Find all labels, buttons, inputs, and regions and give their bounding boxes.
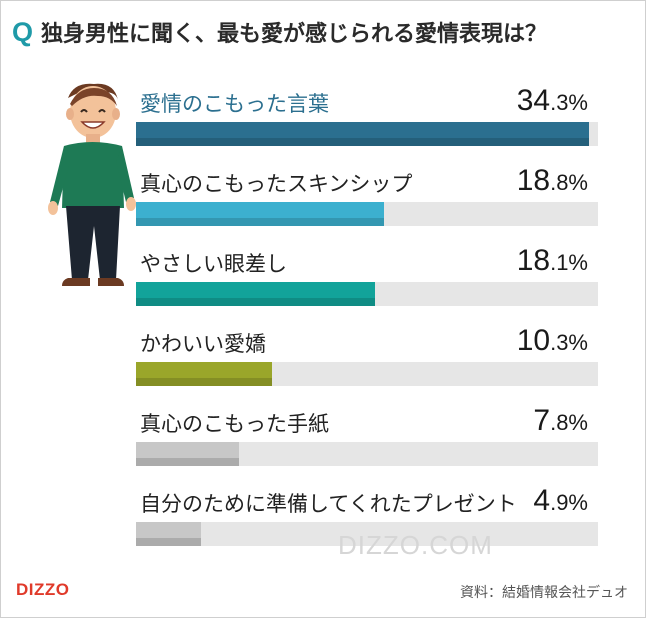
value-decimal-percent: .8% (550, 170, 588, 195)
bar-track (136, 282, 598, 306)
value-label: 18.8% (517, 164, 588, 198)
value-integer: 18 (516, 164, 551, 197)
category-label: 愛情のこもった言葉 (140, 92, 329, 116)
value-integer: 7 (533, 404, 551, 437)
chart-title: 独身男性に聞く、最も愛が感じられる愛情表現は？ (41, 22, 548, 47)
bar-track (136, 202, 598, 226)
value-label: 10.3% (517, 324, 588, 358)
category-label: かわいい愛嬌 (140, 332, 266, 356)
bar-shade (136, 138, 589, 146)
question-mark-label: Q (12, 16, 34, 47)
value-label: 7.8% (533, 404, 588, 438)
bar (136, 522, 201, 546)
bar-row: 真心のこもった手紙 7.8% (136, 404, 600, 468)
value-decimal-percent: .3% (550, 90, 588, 115)
value-decimal-percent: .3% (550, 330, 588, 355)
watermark: DIZZO.COM (338, 530, 493, 560)
title-row: Q 独身男性に聞く、最も愛が感じられる愛情表現は？ (12, 14, 547, 50)
value-label: 18.1% (517, 244, 588, 278)
bar-shade (136, 538, 201, 546)
value-integer: 10 (516, 324, 551, 357)
value-integer: 18 (516, 244, 551, 277)
bar-row: かわいい愛嬌 10.3% (136, 324, 600, 388)
category-label: やさしい眼差し (140, 252, 287, 276)
bar-row: やさしい眼差し 18.1% (136, 244, 600, 308)
bar (136, 442, 239, 466)
bar-track (136, 122, 598, 146)
value-label: 34.3% (517, 84, 588, 118)
value-integer: 4 (533, 484, 551, 517)
bar-row: 真心のこもったスキンシップ 18.8% (136, 164, 600, 228)
bar-track (136, 442, 598, 466)
brand-logo: DIZZO (16, 580, 70, 599)
bar-row: 愛情のこもった言葉 34.3% (136, 84, 600, 148)
value-label: 4.9% (533, 484, 588, 518)
bar-track (136, 522, 598, 546)
value-decimal-percent: .8% (550, 410, 588, 435)
bar-shade (136, 378, 272, 386)
bar (136, 362, 272, 386)
source-note: 資料：結婚情報会社デュオ (460, 585, 628, 601)
category-label: 真心のこもった手紙 (140, 412, 329, 436)
bar-shade (136, 298, 375, 306)
bar (136, 282, 375, 306)
value-integer: 34 (516, 84, 551, 117)
bar-shade (136, 458, 239, 466)
value-decimal-percent: .9% (550, 490, 588, 515)
smiling-man-illustration (48, 83, 136, 286)
value-decimal-percent: .1% (550, 250, 588, 275)
bar-track (136, 362, 598, 386)
bar (136, 202, 384, 226)
bar-row: 自分のために準備してくれたプレゼント 4.9% (136, 484, 600, 548)
category-label: 自分のために準備してくれたプレゼント (140, 492, 517, 516)
bar (136, 122, 589, 146)
bar-shade (136, 218, 384, 226)
category-label: 真心のこもったスキンシップ (140, 172, 413, 196)
